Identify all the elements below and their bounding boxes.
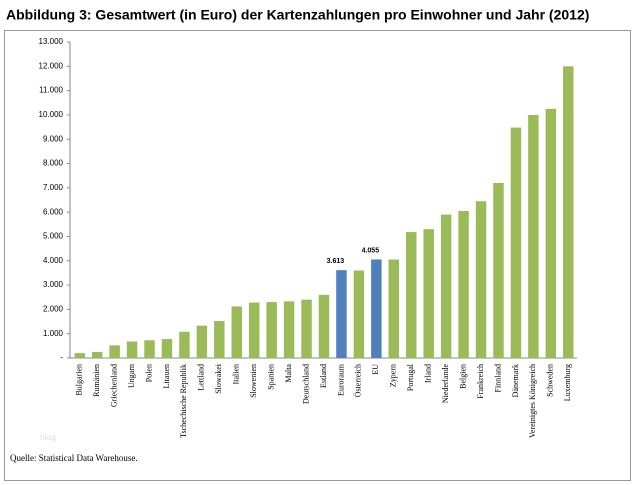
bar	[545, 108, 557, 358]
y-tick-label: 5.000	[43, 232, 64, 241]
x-tick-label: Luxemburg	[563, 364, 572, 401]
x-tick-label: Malta	[284, 364, 293, 383]
x-tick-label: Ungarn	[127, 364, 136, 388]
bar	[214, 321, 225, 358]
bar	[144, 340, 155, 358]
watermark: blog	[40, 432, 57, 442]
y-tick-label: 12.000	[39, 61, 64, 70]
bar	[74, 353, 85, 358]
y-tick-label: 8.000	[43, 159, 64, 168]
value-label: 4.055	[362, 247, 380, 254]
y-tick-label: 10.000	[39, 110, 64, 119]
x-tick-label: Slowakei	[214, 363, 223, 394]
y-tick-label: 2.000	[43, 304, 64, 313]
bar	[371, 259, 382, 358]
bar	[353, 270, 365, 358]
y-tick-label: 6.000	[43, 207, 64, 216]
x-tick-label: Euroraum	[336, 363, 345, 396]
y-tick-label: 13.000	[39, 37, 64, 46]
bar	[318, 294, 330, 358]
x-tick-label: Slowenien	[249, 364, 258, 398]
y-tick-label: 9.000	[43, 134, 64, 143]
y-tick-label: 3.000	[43, 280, 64, 289]
x-tick-label: Dänemark	[511, 364, 520, 397]
bar	[493, 182, 504, 358]
bar	[196, 325, 208, 358]
x-tick-label: Italien	[232, 364, 241, 384]
y-tick-label: 7.000	[43, 183, 64, 192]
x-tick-label: EU	[371, 364, 380, 375]
bar	[406, 232, 417, 358]
x-tick-label: Polen	[144, 364, 153, 382]
x-tick-label: Finnland	[493, 364, 502, 392]
bar	[458, 210, 469, 358]
value-label: 3.613	[327, 258, 345, 265]
bar	[91, 351, 103, 358]
bar	[301, 299, 312, 358]
bar	[528, 114, 539, 358]
bar	[231, 306, 242, 358]
x-tick-label: Deutschland	[301, 364, 310, 404]
source-note: Quelle: Statistical Data Warehouse.	[10, 453, 138, 463]
x-tick-label: Litauen	[162, 364, 171, 388]
x-tick-label: Österreich	[354, 364, 363, 397]
bar	[126, 341, 138, 358]
x-tick-label: Lettland	[197, 364, 206, 391]
x-tick-label: Niederlande	[441, 364, 450, 404]
bar	[179, 331, 190, 358]
y-tick-label: -	[60, 353, 63, 362]
chart-title: Abbildung 3: Gesamtwert (in Euro) der Ka…	[6, 7, 589, 23]
bar	[423, 229, 434, 358]
x-tick-label: Schweden	[546, 364, 555, 397]
bar	[440, 214, 452, 358]
bar	[248, 302, 260, 358]
x-tick-label: Rumänien	[92, 364, 101, 397]
y-tick-label: 11.000	[39, 86, 63, 95]
x-tick-label: Estland	[319, 364, 328, 388]
bar	[266, 302, 277, 358]
x-tick-label: Spanien	[266, 364, 275, 390]
x-tick-label: Griechenland	[109, 364, 118, 407]
x-tick-label: Zypern	[389, 364, 398, 387]
chart-frame	[4, 30, 631, 481]
x-tick-label: Tschechische Republik	[179, 364, 188, 438]
bar	[161, 339, 173, 358]
bar	[510, 127, 522, 358]
bar	[109, 345, 120, 358]
x-tick-label: Belgien	[458, 364, 467, 389]
y-tick-label: 4.000	[43, 256, 64, 265]
bar	[283, 301, 295, 358]
x-tick-label: Frankreich	[476, 364, 485, 399]
bar	[563, 66, 574, 359]
x-tick-label: Bulgarien	[75, 364, 84, 396]
x-tick-label: Portugal	[406, 363, 415, 391]
bar	[475, 201, 487, 358]
bar	[336, 270, 347, 358]
y-tick-label: 1.000	[43, 329, 64, 338]
x-tick-label: Irland	[424, 364, 433, 383]
x-tick-label: Vereinigtes Königreich	[528, 364, 537, 438]
bar	[388, 259, 400, 358]
